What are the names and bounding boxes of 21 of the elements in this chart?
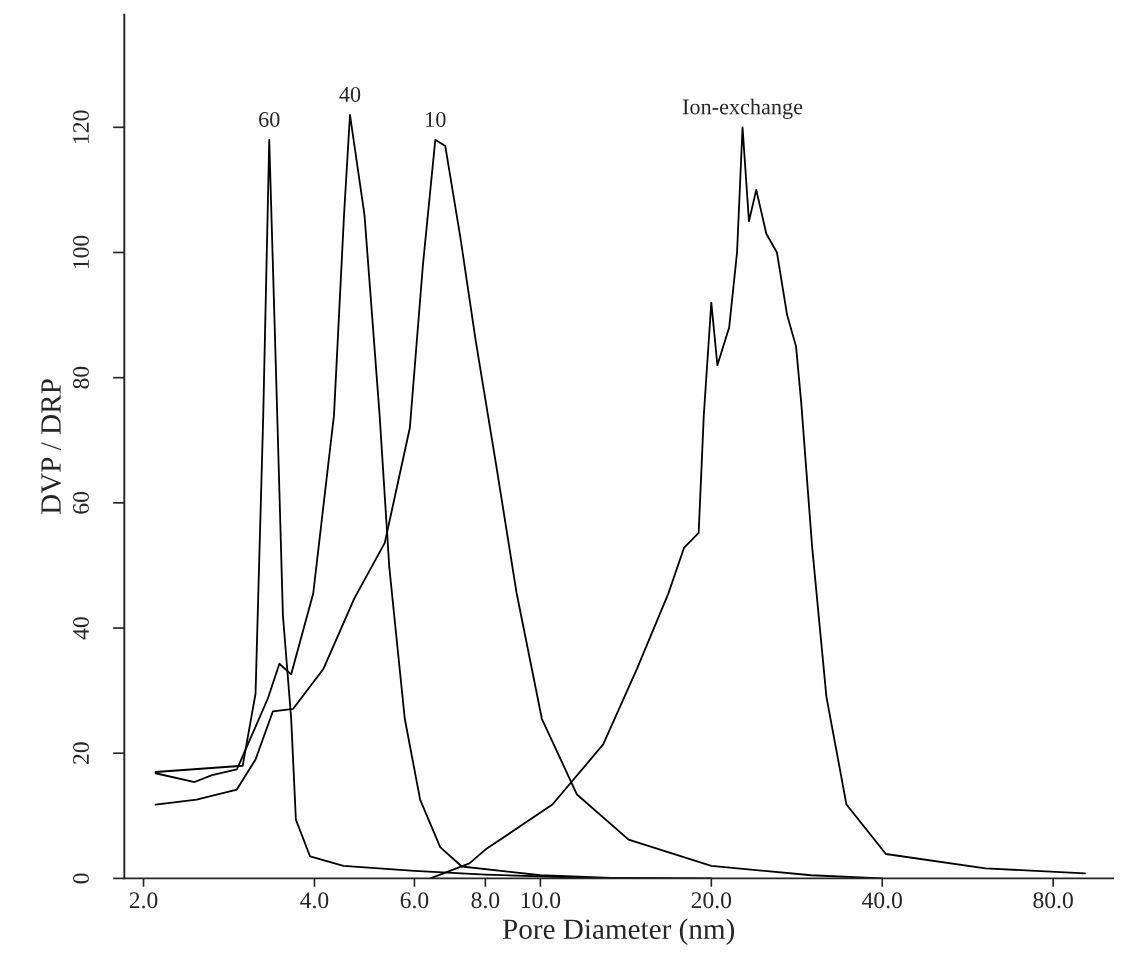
x-tick-label: 6.0 (400, 892, 429, 909)
y-tick-label: 80 (73, 366, 89, 389)
x-axis-title: Pore Diameter (nm) (502, 918, 735, 946)
x-tick-label: 20.0 (691, 892, 732, 909)
y-tick-label: 120 (73, 110, 89, 143)
y-tick-label: 0 (73, 873, 89, 884)
y-tick-label: 20 (73, 742, 89, 764)
x-tick-label: 2.0 (129, 892, 158, 909)
x-tick-label: 10.0 (521, 892, 561, 909)
y-tick-label: 60 (73, 491, 89, 514)
x-tick-label: 40.0 (862, 892, 902, 909)
series-label: 40 (339, 86, 361, 102)
series-label: 10 (426, 111, 446, 127)
series-label: Ion-exchange (682, 98, 803, 119)
y-tick-label: 40 (73, 617, 89, 640)
x-tick-label: 80.0 (1033, 892, 1073, 909)
y-axis-title: DVP / DRP (41, 379, 62, 515)
series-label: 60 (259, 111, 280, 127)
y-tick-label: 100 (73, 235, 89, 269)
x-tick-label: 4.0 (300, 892, 329, 909)
x-tick-label: 8.0 (471, 892, 500, 909)
